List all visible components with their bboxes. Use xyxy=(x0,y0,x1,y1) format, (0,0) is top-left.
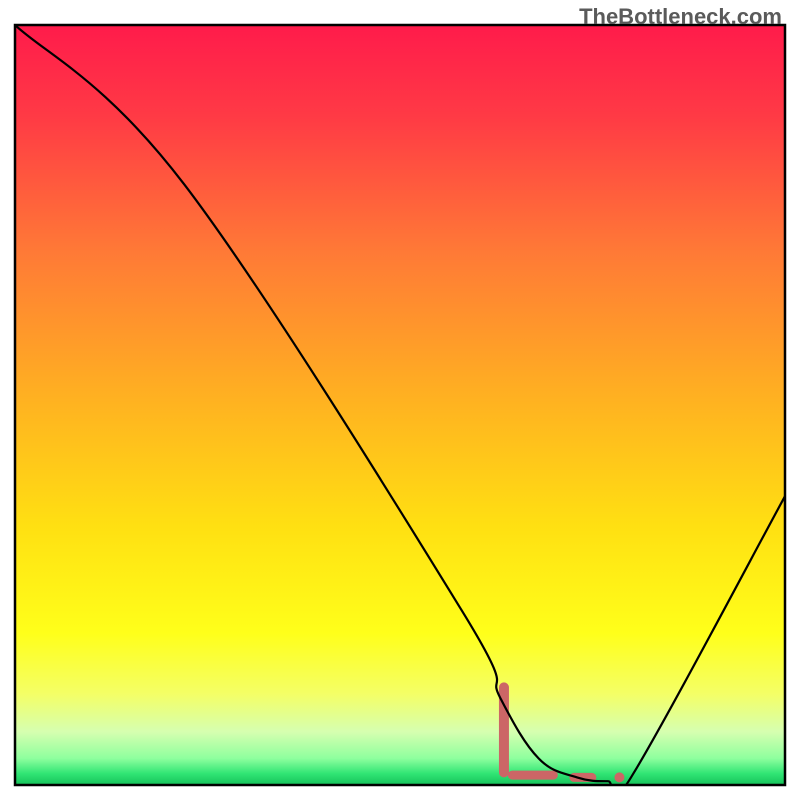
bottleneck-chart xyxy=(0,0,800,800)
watermark-label: TheBottleneck.com xyxy=(579,4,782,29)
gradient-background xyxy=(15,25,785,785)
watermark-text: TheBottleneck.com xyxy=(579,4,782,30)
chart-container: TheBottleneck.com xyxy=(0,0,800,800)
trough-marker-dot xyxy=(614,772,624,782)
trough-marker-dash xyxy=(508,771,558,780)
